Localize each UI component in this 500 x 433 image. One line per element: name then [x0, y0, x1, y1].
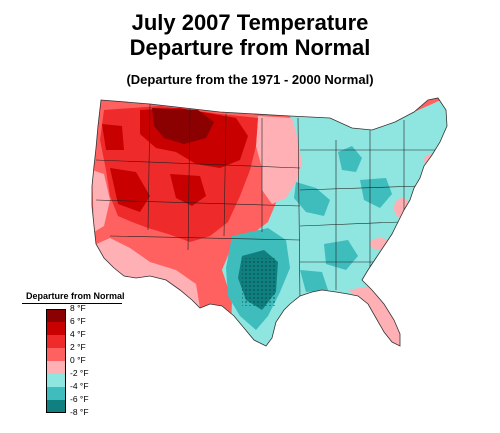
region-very-hot-utah — [170, 174, 206, 206]
region-slightly-warm-midatlantic — [394, 198, 410, 218]
legend-swatch — [46, 361, 66, 374]
region-cool-ohio — [360, 178, 392, 208]
legend-swatch — [46, 400, 66, 413]
legend-label: 0 °F — [70, 355, 86, 365]
legend-swatches — [46, 309, 66, 413]
map-title-line-1: July 2007 Temperature — [131, 10, 369, 35]
legend-swatch — [46, 322, 66, 335]
map-title-line-2: Departure from Normal — [129, 35, 371, 60]
region-very-hot-washington — [102, 124, 124, 150]
region-extreme-hot-montana — [152, 108, 214, 144]
temperature-departure-fill — [92, 98, 447, 346]
region-slightly-warm-northeast — [424, 154, 440, 166]
state-borders — [95, 103, 440, 301]
legend-labels: 8 °F 6 °F 4 °F 2 °F 0 °F -2 °F -4 °F -6 … — [70, 302, 89, 419]
legend-label: -8 °F — [70, 407, 89, 417]
legend-label: 8 °F — [70, 303, 86, 313]
legend-label: -2 °F — [70, 368, 89, 378]
region-slightly-warm-plains — [256, 116, 302, 204]
legend-swatch — [46, 387, 66, 400]
legend: Departure from Normal 8 °F 6 °F 4 °F 2 °… — [22, 291, 125, 417]
legend-label: -6 °F — [70, 394, 89, 404]
legend-label: 6 °F — [70, 316, 86, 326]
legend-swatch — [46, 309, 66, 322]
region-cool-tennessee — [324, 240, 358, 270]
region-cool-gulf — [300, 270, 328, 292]
legend-swatch — [46, 374, 66, 387]
region-slightly-warm-coast — [92, 170, 110, 232]
stipple-overlay — [242, 258, 276, 306]
legend-label: -4 °F — [70, 381, 89, 391]
region-slightly-warm-carolinas — [370, 238, 390, 250]
map-subtitle: (Departure from the 1971 - 2000 Normal) — [126, 72, 374, 87]
legend-label: 4 °F — [70, 329, 86, 339]
legend-label: 2 °F — [70, 342, 86, 352]
legend-swatch — [46, 335, 66, 348]
region-cool-great-lakes — [338, 146, 362, 172]
us-outline — [91, 97, 448, 347]
region-cool-midwest — [294, 182, 330, 216]
legend-swatch — [46, 348, 66, 361]
legend-title: Departure from Normal — [22, 291, 125, 304]
